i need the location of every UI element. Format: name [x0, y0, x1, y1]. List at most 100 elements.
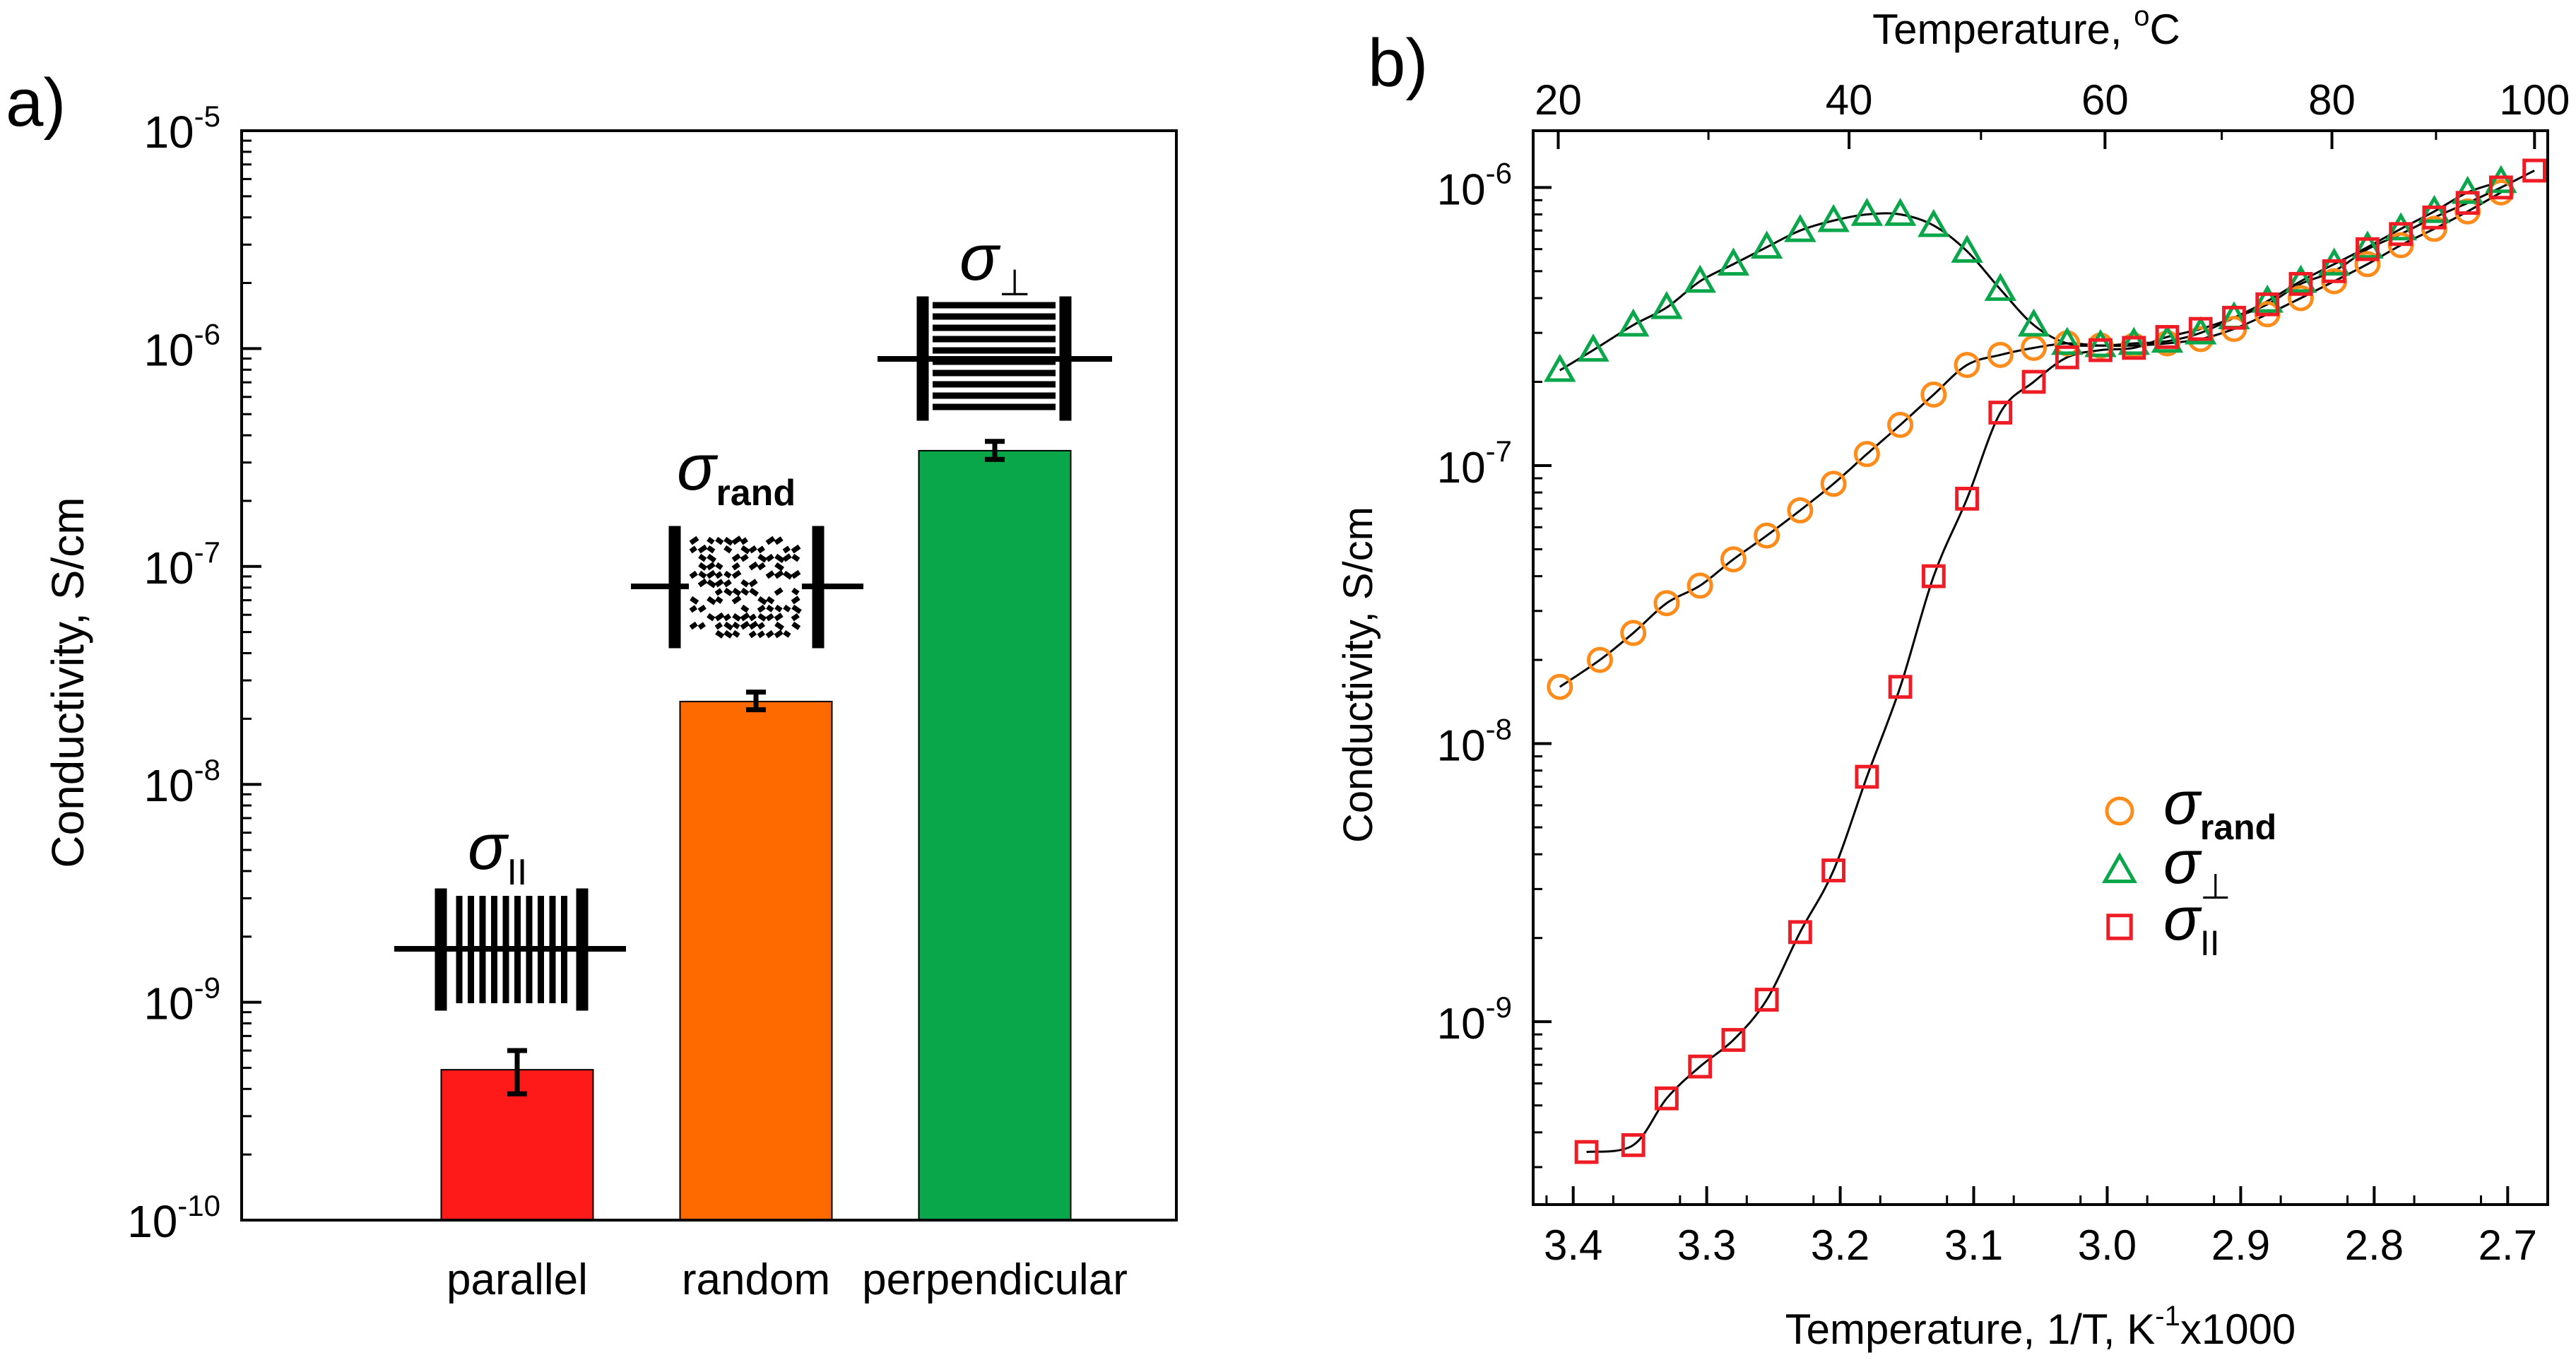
- y-tick-label: 10-7: [143, 536, 220, 593]
- data-point: [2021, 369, 2046, 394]
- schematic-electrode: [435, 888, 447, 1011]
- error-bar-random: [746, 690, 766, 713]
- data-point: [1918, 208, 1950, 237]
- schematic-texture-bg: [689, 537, 802, 637]
- y-tick-label: 10-7: [1437, 434, 1512, 492]
- schematic-texture-cell: [698, 553, 707, 562]
- data-point: [1688, 1054, 1713, 1079]
- schematic-texture-cell: [748, 620, 759, 630]
- schematic-texture-cell: [791, 604, 802, 615]
- legend-marker-square: [2106, 913, 2133, 940]
- data-point: [2188, 317, 2213, 341]
- top-x-tick-label: 100: [2499, 76, 2570, 124]
- schematic-texture-cell: [723, 579, 732, 588]
- schematic-texture-cell: [774, 569, 784, 579]
- data-point: [1620, 620, 1647, 646]
- data-point: [1621, 1133, 1646, 1157]
- legend-marker-triangle: [2101, 852, 2138, 884]
- data-point: [2251, 284, 2283, 313]
- data-point: [2418, 194, 2451, 223]
- legend-marker-circle: [2105, 796, 2134, 826]
- data-point: [2222, 305, 2246, 330]
- data-point: [1754, 988, 1779, 1012]
- schematic-texture-cell: [783, 570, 793, 580]
- x-tick-label: 2.7: [2478, 1222, 2537, 1269]
- schematic-texture-cell: [706, 569, 716, 579]
- data-point: [1853, 441, 1880, 468]
- schematic-texture-cell: [757, 562, 766, 571]
- data-point: [1547, 673, 1573, 700]
- schematic-texture-cell: [765, 570, 775, 579]
- schematic-texture-cell: [748, 545, 757, 554]
- schematic-texture-cell: [766, 604, 774, 613]
- data-point: [2389, 222, 2413, 247]
- schematic-texture-cell: [791, 569, 801, 579]
- schematic-texture-cell: [715, 562, 723, 570]
- data-point: [1721, 1028, 1746, 1052]
- data-point: [1955, 486, 1979, 511]
- schematic-texture-cell: [765, 629, 774, 639]
- panel-label-a: a): [6, 65, 66, 141]
- data-point: [2287, 285, 2314, 312]
- y-tick-label: 10-6: [1437, 156, 1512, 214]
- top-x-tick-label: 80: [2308, 76, 2356, 124]
- schematic-texture-cell: [774, 613, 784, 622]
- schematic-parallel-icon: [394, 888, 626, 1011]
- fit-line-square: [1586, 170, 2535, 1154]
- data-point: [2451, 175, 2484, 204]
- data-point: [1884, 198, 1917, 226]
- schematic-texture-cell: [749, 587, 760, 597]
- schematic-texture-cell: [740, 620, 750, 630]
- schematic-texture-cell: [774, 562, 785, 572]
- data-point: [2185, 316, 2217, 345]
- data-point: [2288, 271, 2313, 296]
- data-point: [1655, 1086, 1679, 1111]
- schematic-texture-cell: [697, 622, 706, 630]
- data-point: [1617, 308, 1650, 337]
- y-tick-label: 10-10: [127, 1189, 220, 1247]
- x-tick-label: random: [682, 1255, 830, 1304]
- schematic-perpendicular-icon: [878, 296, 1112, 421]
- schematic-texture-cell: [707, 536, 715, 545]
- schematic-texture-cell: [782, 545, 791, 554]
- schematic-texture-cell: [791, 553, 800, 562]
- x-tick-label: 3.4: [1544, 1222, 1602, 1269]
- legend-label: σ⊥: [2163, 829, 2231, 906]
- schematic-texture-cell: [748, 613, 757, 622]
- data-point: [1987, 341, 2014, 368]
- top-x-axis-label: Temperature, oC: [1872, 1, 2180, 53]
- error-bar-parallel: [507, 1048, 527, 1096]
- fit-line-triangle: [1559, 180, 2502, 372]
- schematic-texture-cell: [748, 561, 759, 571]
- schematic-texture-cell: [774, 621, 785, 631]
- schematic-texture-cell: [689, 570, 698, 579]
- data-point: [1787, 497, 1814, 524]
- schematic-texture-cell: [707, 545, 716, 554]
- schematic-texture-cell: [697, 578, 708, 588]
- y-tick-label: 10-8: [1437, 713, 1512, 771]
- schematic-texture-cell: [723, 629, 733, 639]
- schematic-texture-cell: [707, 579, 717, 589]
- schematic-texture-cell: [791, 544, 801, 554]
- data-point: [2122, 336, 2146, 360]
- top-x-tick-label: 20: [1535, 76, 1582, 124]
- schematic-texture-cell: [714, 579, 724, 588]
- panel-label-b: b): [1368, 25, 1428, 101]
- x-tick-label: perpendicular: [862, 1255, 1128, 1304]
- schematic-texture-cell: [714, 612, 725, 622]
- schematic-texture-cell: [731, 569, 742, 579]
- schematic-texture-cell: [791, 621, 801, 630]
- schematic-texture-cell: [757, 545, 765, 554]
- top-x-tick-label: 60: [2081, 76, 2129, 124]
- schematic-electrode: [576, 888, 589, 1011]
- schematic-texture-cell: [690, 596, 699, 605]
- data-point: [2088, 338, 2113, 362]
- schematic-texture-cell: [689, 605, 697, 613]
- schematic-texture-cell: [774, 587, 784, 596]
- schematic-electrode: [1059, 296, 1072, 421]
- y-tick-label: 10-6: [143, 317, 220, 375]
- data-point: [1788, 920, 1812, 945]
- schematic-texture-cell: [757, 613, 767, 622]
